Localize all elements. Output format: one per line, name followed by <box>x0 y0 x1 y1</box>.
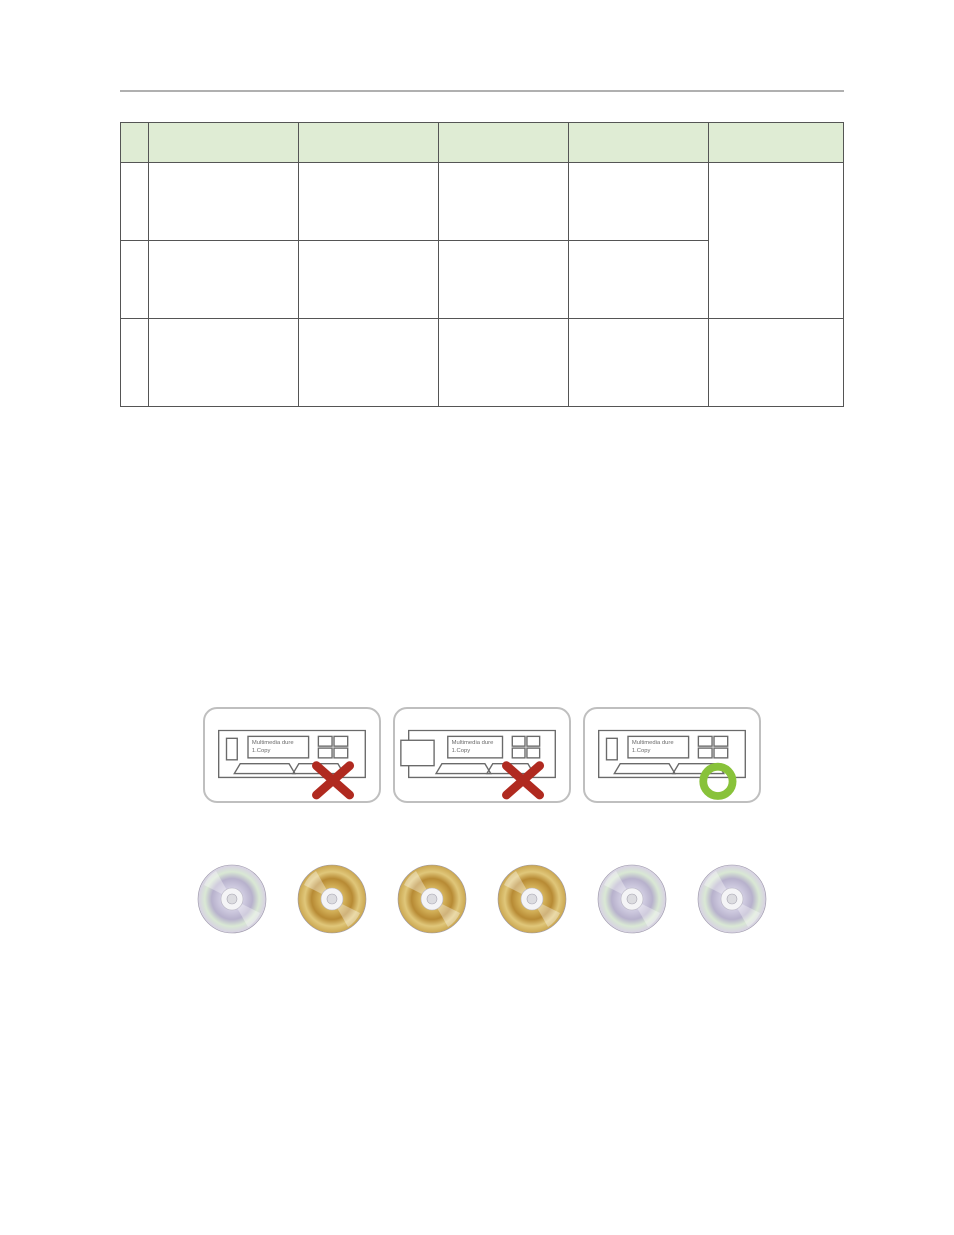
table-cell-merged <box>709 163 844 319</box>
table-header-cell <box>121 123 149 163</box>
x-mark-icon <box>316 766 349 795</box>
header-divider <box>120 90 844 92</box>
table-cell <box>149 163 299 241</box>
screen-text: Multimedia dure <box>632 740 674 746</box>
table-cell <box>569 241 709 319</box>
table-cell <box>149 241 299 319</box>
screen-text: 1.Copy <box>452 748 471 754</box>
table-cell <box>121 163 149 241</box>
table-header-cell <box>149 123 299 163</box>
spec-table-body <box>121 163 844 407</box>
device-illustration-svg: Multimedia dure 1.Copy <box>395 709 569 803</box>
disc-icon <box>196 863 268 935</box>
body-text-block <box>124 437 840 687</box>
disc-icon <box>396 863 468 935</box>
disc-icon <box>296 863 368 935</box>
table-row <box>121 163 844 241</box>
table-cell <box>149 319 299 407</box>
table-cell <box>299 241 439 319</box>
table-header-cell <box>439 123 569 163</box>
device-panel-incorrect-2: Multimedia dure 1.Copy <box>393 707 571 803</box>
disc-icon <box>496 863 568 935</box>
table-cell <box>709 319 844 407</box>
ok-circle-icon <box>703 767 732 796</box>
disc-icon <box>696 863 768 935</box>
table-cell <box>121 241 149 319</box>
device-illustration-row: Multimedia dure 1.Copy <box>120 707 844 803</box>
screen-text: Multimedia dure <box>252 740 294 746</box>
spec-table <box>120 122 844 407</box>
table-row <box>121 319 844 407</box>
disc-icon <box>596 863 668 935</box>
x-mark-icon <box>506 766 539 795</box>
device-illustration-svg: Multimedia dure 1.Copy <box>585 709 759 803</box>
screen-text: 1.Copy <box>252 748 271 754</box>
device-panel-correct: Multimedia dure 1.Copy <box>583 707 761 803</box>
device-illustration-svg: Multimedia dure 1.Copy <box>205 709 379 803</box>
table-cell <box>121 319 149 407</box>
spec-table-head <box>121 123 844 163</box>
disc-row <box>120 863 844 935</box>
table-cell <box>569 163 709 241</box>
table-cell <box>299 319 439 407</box>
table-header-cell <box>569 123 709 163</box>
table-cell <box>439 241 569 319</box>
table-cell <box>439 319 569 407</box>
document-page: Multimedia dure 1.Copy <box>0 0 954 975</box>
table-cell <box>299 163 439 241</box>
table-header-cell <box>299 123 439 163</box>
device-panel-incorrect-1: Multimedia dure 1.Copy <box>203 707 381 803</box>
table-header-cell <box>709 123 844 163</box>
screen-text: Multimedia dure <box>452 740 494 746</box>
table-cell <box>439 163 569 241</box>
screen-text: 1.Copy <box>632 748 651 754</box>
table-cell <box>569 319 709 407</box>
